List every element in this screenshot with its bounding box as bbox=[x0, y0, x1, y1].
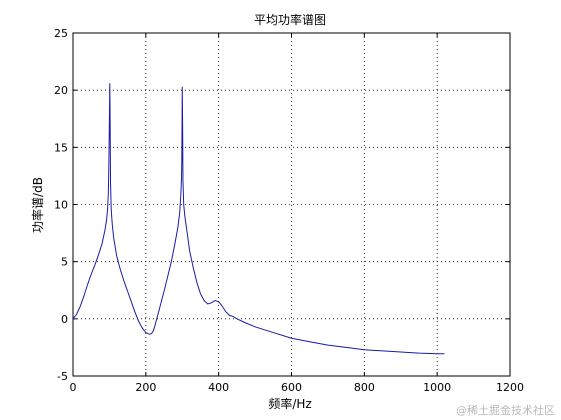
x-tick-label: 200 bbox=[135, 381, 156, 394]
x-tick-label: 0 bbox=[70, 381, 77, 394]
x-tick-label: 1000 bbox=[423, 381, 451, 394]
y-axis-label: 功率谱/dB bbox=[30, 177, 45, 233]
y-tick-label: 15 bbox=[54, 141, 68, 154]
ticks bbox=[72, 32, 511, 377]
x-tick-labels: 0 200 400 600 800 1000 1200 bbox=[70, 381, 525, 394]
y-tick-label: 10 bbox=[54, 199, 68, 212]
x-tick-label: 800 bbox=[354, 381, 375, 394]
y-tick-label: 20 bbox=[54, 84, 68, 97]
y-tick-label: -5 bbox=[57, 370, 68, 383]
x-tick-label: 400 bbox=[208, 381, 229, 394]
x-axis-label: 频率/Hz bbox=[268, 396, 311, 411]
x-tick-label: 1200 bbox=[496, 381, 524, 394]
y-tick-labels: -5 0 5 10 15 20 25 bbox=[54, 27, 68, 383]
x-tick-label: 600 bbox=[281, 381, 302, 394]
plot-frame bbox=[72, 32, 511, 377]
grid bbox=[73, 33, 510, 376]
y-tick-label: 25 bbox=[54, 27, 68, 40]
y-tick-label: 5 bbox=[61, 256, 68, 269]
power-spectrum-line bbox=[72, 83, 445, 355]
watermark: @稀土掘金技术社区 bbox=[456, 403, 555, 417]
y-tick-label: 0 bbox=[61, 313, 68, 326]
chart-title: 平均功率谱图 bbox=[254, 12, 326, 27]
